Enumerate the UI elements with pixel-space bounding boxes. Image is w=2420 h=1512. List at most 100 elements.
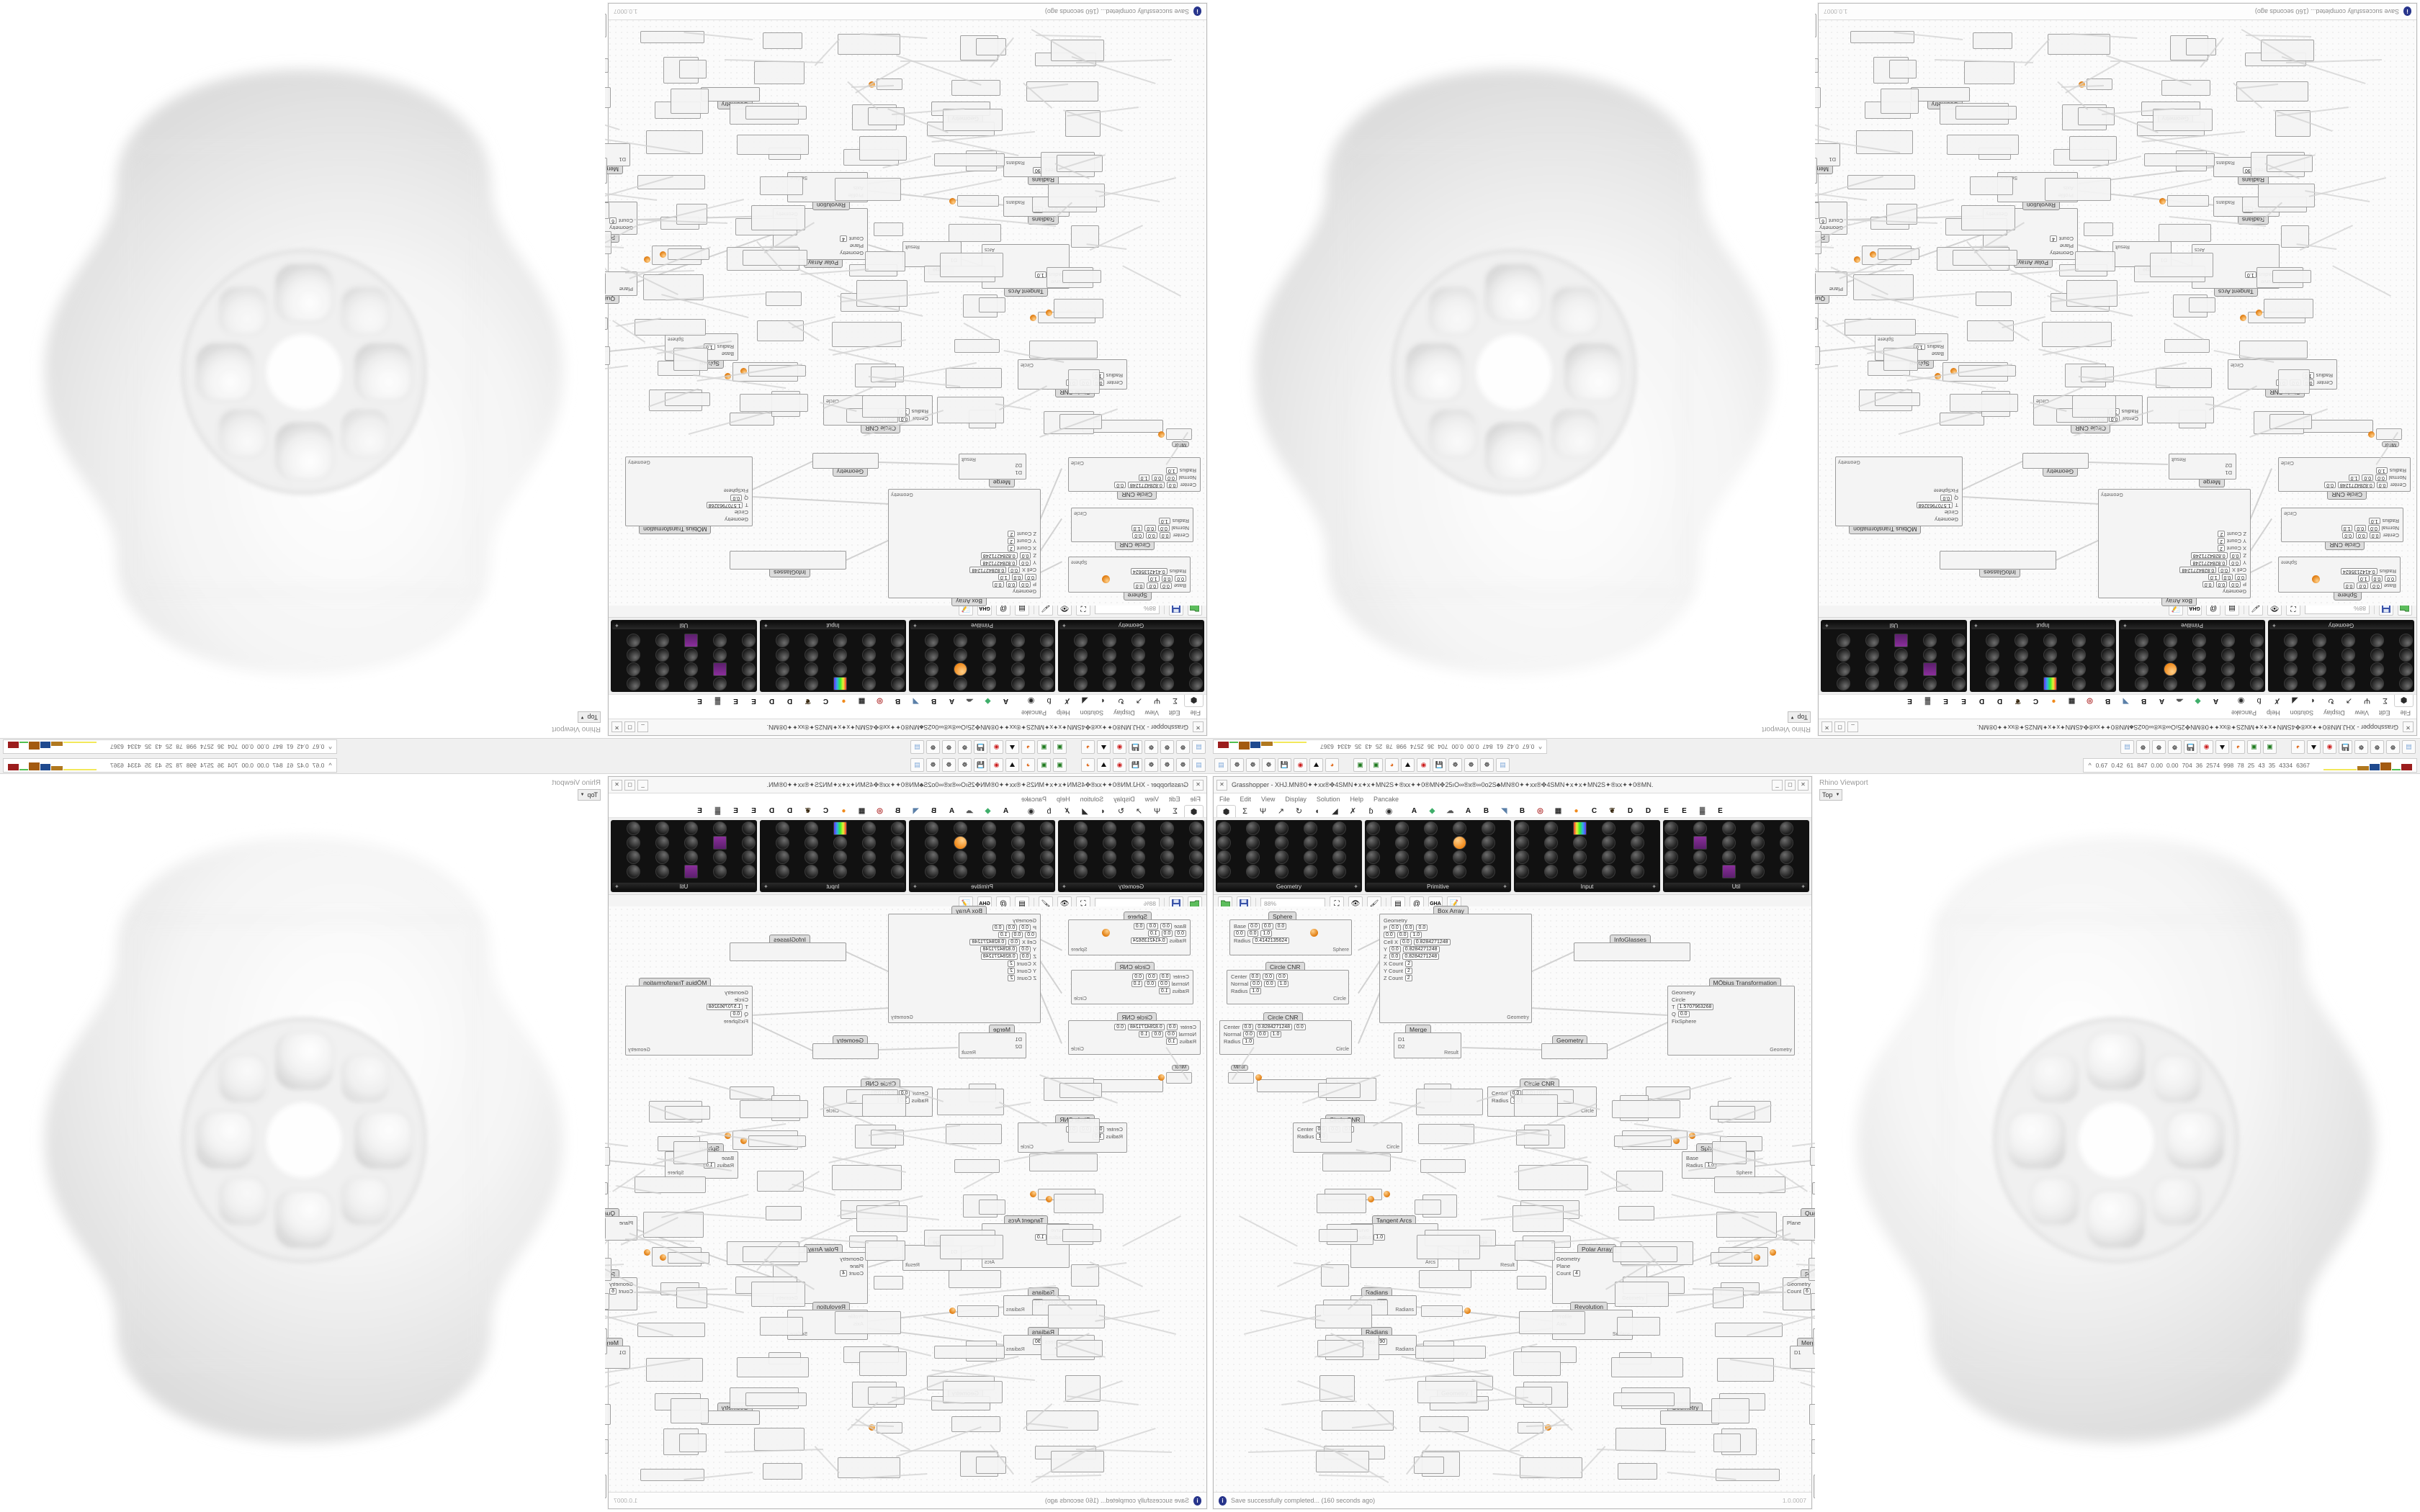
letter-a2-tab[interactable]: A <box>949 807 955 815</box>
letter-a2-tab[interactable]: A <box>949 697 955 705</box>
ribbon-component-icon[interactable] <box>776 822 789 835</box>
intersect-tab[interactable]: ✗ <box>1349 807 1357 816</box>
transform-tab[interactable]: ɓ <box>1368 806 1373 816</box>
mountain-icon[interactable]: ⛰ <box>1097 757 1111 772</box>
ribbon-expander-icon[interactable]: ✦ <box>1652 883 1657 890</box>
canvas-component[interactable] <box>2153 109 2213 131</box>
green-gem-tab[interactable]: ◆ <box>2195 697 2201 705</box>
ribbon-component-icon[interactable] <box>776 662 789 676</box>
grasshopper-titlebar[interactable]: ✕ Grasshopper - XHJ.MN®0✦✦xx®✥4SMN✦x✦x✦M… <box>609 777 1206 793</box>
ribbon-component-icon[interactable] <box>1011 648 1025 662</box>
menu-item-help[interactable]: Help <box>2267 709 2280 716</box>
maze-icon[interactable]: ☸ <box>926 740 940 755</box>
ribbon-component-icon[interactable] <box>2164 648 2177 662</box>
ribbon-component-icon[interactable] <box>2399 634 2413 647</box>
ribbon-component-icon[interactable] <box>1189 865 1203 878</box>
param-value-field[interactable]: 1.0 <box>1147 930 1160 937</box>
ribbon-component-icon[interactable] <box>2313 648 2326 662</box>
ribbon-component-icon[interactable] <box>2072 677 2086 690</box>
param-value-field[interactable]: 0.0 <box>1247 930 1259 937</box>
canvas-component[interactable] <box>754 1428 805 1451</box>
ribbon-component-icon[interactable] <box>1664 850 1678 864</box>
grasshopper-tabbar[interactable]: ⬢ Σ Ψ ↗ ↻ ◖ ◢ ✗ ɓ ◉ A ◆ ☁ A B ◥ B ◎ ▦ ● C ❦ D D E E ▓ E <box>1214 805 1811 818</box>
canvas-component[interactable] <box>1711 1398 1749 1423</box>
canvas-component[interactable] <box>1613 1392 1675 1406</box>
component-param-row[interactable]: Cell X 0.0 0.8284271248 <box>1384 939 1528 945</box>
ribbon-component-icon[interactable] <box>1189 836 1203 850</box>
param-value-field[interactable]: 1.0 <box>1242 1038 1255 1045</box>
ribbon-component-icon[interactable] <box>1482 836 1495 850</box>
ribbon-component-icon[interactable] <box>1693 836 1707 850</box>
letter-b2-tab[interactable]: B <box>895 697 901 705</box>
green-terminal-icon[interactable]: ▣ <box>1369 757 1383 772</box>
ribbon-component-icon[interactable] <box>954 850 967 864</box>
param-value-field[interactable]: 0.0 <box>1133 923 1145 930</box>
ribbon-component-icon[interactable] <box>2341 677 2355 690</box>
param-value-field[interactable]: 0.0 <box>1165 474 1177 481</box>
vector-tab[interactable]: ↗ <box>1135 807 1143 816</box>
green-gem-tab[interactable]: ◆ <box>985 697 991 705</box>
ribbon-component-icon[interactable] <box>833 677 847 690</box>
display-tab[interactable]: ◉ <box>1027 696 1035 705</box>
rhino-toolbar-icons[interactable]: ▤ ☸ ☸ ☸ 💾 ◉ ⛰ ◕ ▣ ▣ ◕ ⛰ ◉ 💾 ☸ ☸ ☸ ▤ <box>1210 757 1510 772</box>
ribbon-component-icon[interactable] <box>1131 648 1145 662</box>
param-value-field[interactable]: 0.0 <box>1397 932 1409 938</box>
param-value-field[interactable]: 0.0 <box>1243 1031 1255 1038</box>
ribbon-component-icon[interactable] <box>1573 836 1587 850</box>
ribbon-group-input[interactable]: Input ✦ <box>1514 820 1660 892</box>
ribbon-component-icon[interactable] <box>627 822 640 835</box>
canvas-component[interactable] <box>2075 251 2115 271</box>
letter-e2-tab[interactable]: E <box>733 697 738 705</box>
firefox-icon[interactable]: ◕ <box>1081 757 1095 772</box>
ribbon-component-icon[interactable] <box>805 822 818 835</box>
param-value-field[interactable]: 6 <box>1803 1288 1811 1295</box>
intersect-tab[interactable]: ✗ <box>1063 696 1071 705</box>
canvas-component[interactable] <box>665 392 710 406</box>
maze3-icon[interactable]: ☸ <box>958 740 972 755</box>
maximize-button[interactable]: ◻ <box>624 779 635 791</box>
ribbon-expander-icon[interactable]: ✦ <box>614 883 619 890</box>
ribbon-component-icon[interactable] <box>1217 836 1231 850</box>
param-value-field[interactable]: 0.0 <box>1133 582 1145 589</box>
canvas-component[interactable] <box>2144 153 2215 166</box>
mesh-dots-tab[interactable]: ▓ <box>1699 807 1706 815</box>
ribbon-component-icon[interactable] <box>684 822 698 835</box>
maze-icon[interactable]: ☸ <box>1176 740 1190 755</box>
param-value-field[interactable]: 0.0 <box>1008 567 1020 573</box>
canvas-component[interactable] <box>1416 1089 1483 1115</box>
grasshopper-window[interactable]: ✕ Grasshopper - XHJ.MN®0✦✦xx®✥4SMN✦x✦x✦M… <box>1636 3 2417 736</box>
canvas-component[interactable] <box>1970 176 2013 195</box>
mountain-icon[interactable]: ⛰ <box>1005 757 1019 772</box>
menu-item-view[interactable]: View <box>1144 796 1159 803</box>
component-param-row[interactable]: 0.0 0.0 1.0 <box>1072 930 1186 937</box>
component-param-row[interactable]: Geometry <box>1672 989 1791 996</box>
component-param-row[interactable]: Cell X 0.0 0.8284271248 <box>2102 567 2246 573</box>
canvas-component[interactable] <box>868 107 905 125</box>
ribbon-component-icon[interactable] <box>982 662 996 676</box>
ribbon-component-icon[interactable] <box>891 648 905 662</box>
calculator-icon[interactable]: ▤ <box>2402 740 2416 755</box>
ribbon-component-icon[interactable] <box>1952 648 1966 662</box>
image-tab[interactable]: ◥ <box>2123 697 2129 705</box>
param-value-field[interactable]: 0.0 <box>1147 923 1159 930</box>
ribbon-component-icon[interactable] <box>776 865 789 878</box>
circle-cnr-component-1[interactable]: Center 0.0 0.0 0.0 Normal 0.0 0.0 1.0 Radius 1.0 C… <box>1071 970 1193 1004</box>
curve-tab[interactable]: ↻ <box>1117 807 1125 816</box>
canvas-component[interactable] <box>957 1305 999 1317</box>
canvas-component[interactable] <box>1615 1282 1669 1307</box>
canvas-component[interactable] <box>1514 1094 1558 1117</box>
ribbon-component-icon[interactable] <box>1246 865 1260 878</box>
param-value-field[interactable]: 0.0 <box>1005 924 1018 931</box>
window-buttons[interactable]: _ ◻ ✕ <box>1821 721 1858 733</box>
ribbon-component-icon[interactable] <box>1304 822 1317 835</box>
green-terminal-icon[interactable]: ▣ <box>1053 740 1067 755</box>
param-value-field[interactable]: 0.0 <box>1005 581 1018 588</box>
ribbon-component-icon[interactable] <box>1040 648 1054 662</box>
ribbon-component-icon[interactable] <box>1395 836 1409 850</box>
maths-tab[interactable]: Σ <box>1242 806 1247 816</box>
menu-item-pancake[interactable]: Pancake <box>1021 796 1047 803</box>
ribbon-component-icon[interactable] <box>655 865 669 878</box>
ribbon-component-icon[interactable] <box>2250 634 2264 647</box>
